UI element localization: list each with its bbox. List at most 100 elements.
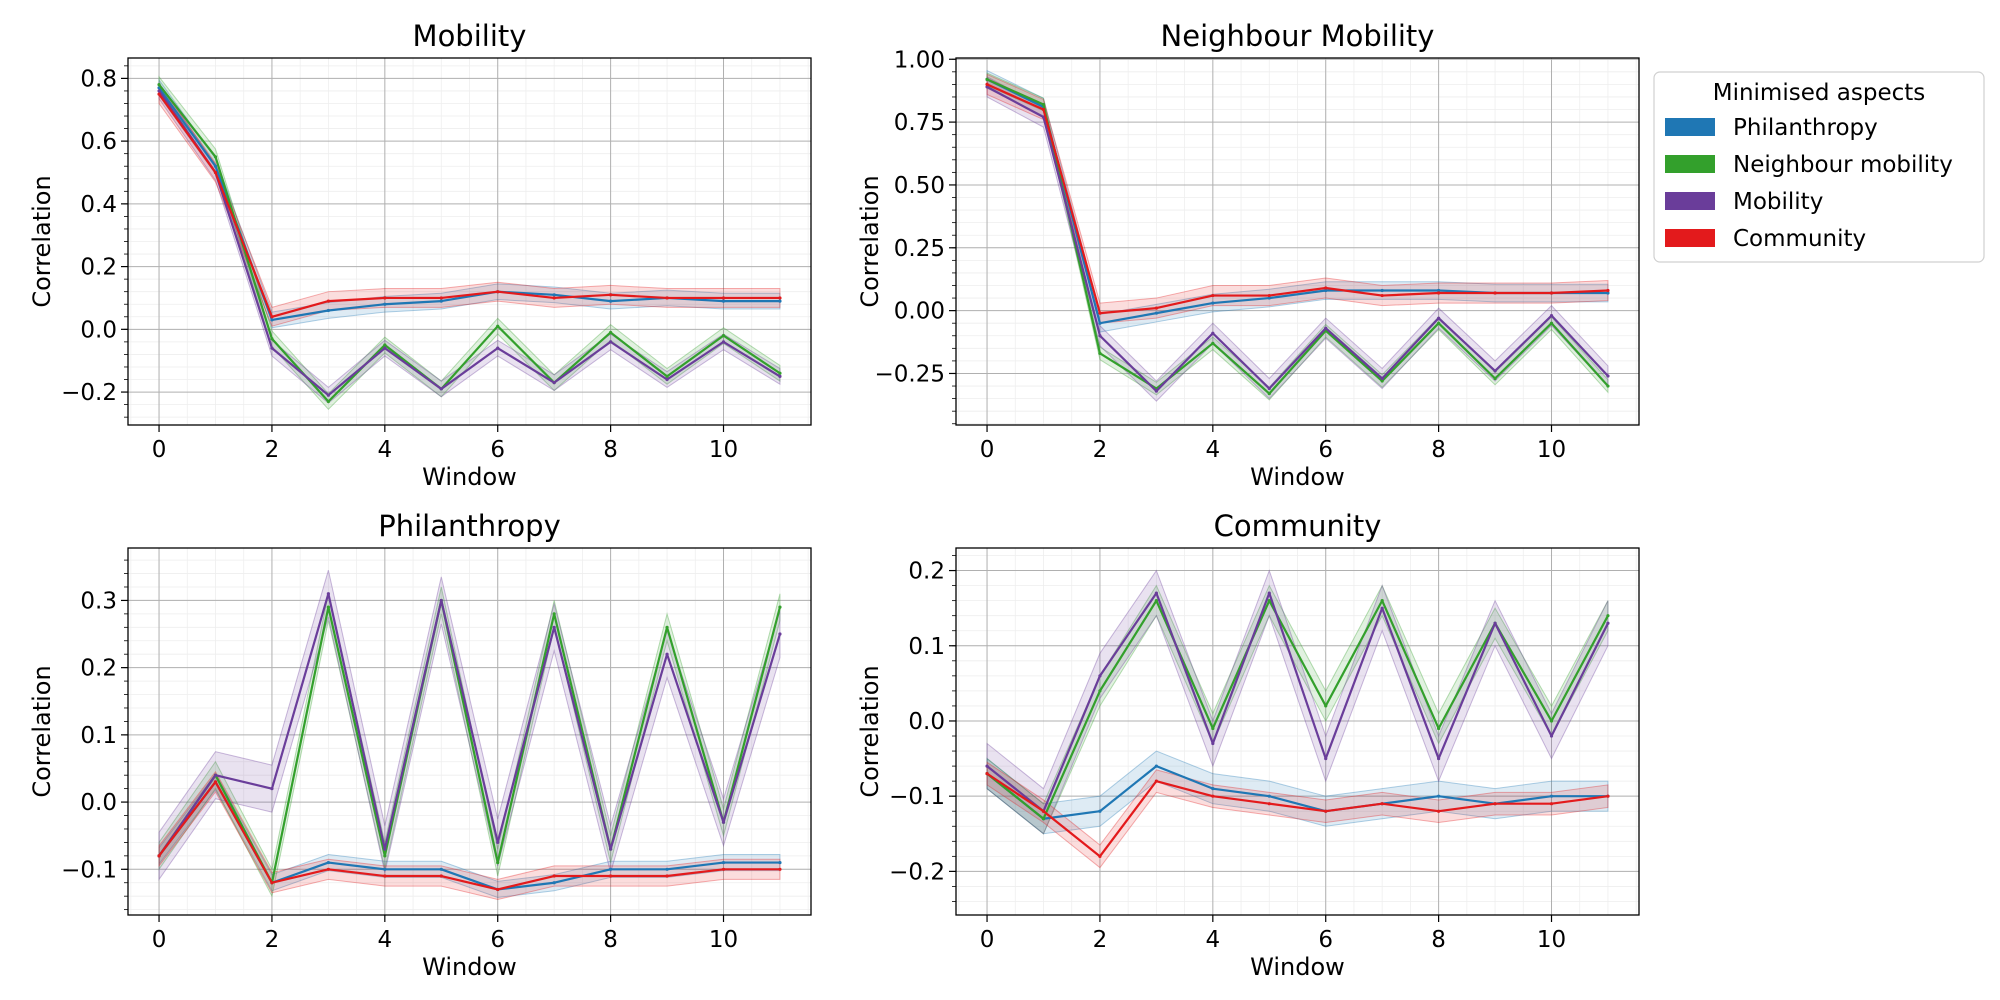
x-tick-label: 2 <box>265 927 280 953</box>
data-point-neighbour-mobility <box>496 324 500 328</box>
data-point-philanthropy <box>270 318 274 322</box>
data-point-philanthropy <box>213 164 218 168</box>
x-tick-label: 6 <box>490 437 505 463</box>
data-point-mobility <box>1549 314 1554 318</box>
series-line-community <box>158 780 780 891</box>
x-tick-label: 4 <box>378 437 393 463</box>
y-axis-label: Correlation <box>28 665 56 797</box>
data-point-mobility <box>1267 386 1271 391</box>
data-point-community <box>778 296 782 300</box>
data-point-mobility <box>778 632 782 636</box>
y-tick-label: 0.6 <box>80 129 117 155</box>
y-tick-label: 0.1 <box>908 634 945 660</box>
x-tick-label: 8 <box>1431 927 1446 953</box>
series-line-mobility <box>986 85 1609 393</box>
data-point-mobility <box>270 346 274 350</box>
data-point-mobility <box>778 374 782 378</box>
band-neighbour-mobility <box>986 584 1609 835</box>
y-tick-label: 0.2 <box>80 656 117 682</box>
subplot-neighbour-mobility: 0 2 4 6 8 10 −0.25 0.00 0.25 0.50 0.75 1.00 Neighbou… <box>856 19 1640 491</box>
x-tick-label: 2 <box>1093 927 1108 953</box>
legend-swatch-mobility <box>1665 192 1715 210</box>
data-point-community <box>326 299 330 303</box>
data-point-philanthropy <box>439 299 443 303</box>
subplot-community: 0 2 4 6 8 10 −0.2 −0.1 0.0 0.1 0.2 Community Window C… <box>856 509 1640 981</box>
data-point-neighbour-mobility <box>665 625 669 629</box>
data-point-community <box>1267 293 1271 298</box>
data-point-mobility <box>1380 606 1384 610</box>
data-point-philanthropy <box>1154 764 1158 768</box>
data-point-mobility <box>1437 756 1441 761</box>
data-point-neighbour-mobility <box>1380 379 1384 383</box>
x-tick-label: 6 <box>490 927 505 953</box>
data-point-community <box>326 867 330 871</box>
series-line-neighbour-mobility <box>986 599 1609 820</box>
data-point-neighbour-mobility <box>1041 102 1046 107</box>
data-point-philanthropy <box>1437 794 1441 798</box>
x-tick-label: 4 <box>1206 437 1221 463</box>
data-point-neighbour-mobility <box>1606 614 1610 618</box>
data-point-community <box>1211 794 1215 798</box>
data-point-community <box>665 874 669 878</box>
data-point-community <box>157 92 161 96</box>
data-point-community <box>496 887 500 892</box>
data-point-mobility <box>1267 591 1271 595</box>
band-mobility <box>986 569 1609 835</box>
series-line-mobility <box>986 592 1609 813</box>
data-point-mobility <box>1211 741 1215 746</box>
x-tick-label: 8 <box>603 927 618 953</box>
chart-title: Community <box>1214 509 1382 543</box>
chart-title: Philanthropy <box>378 509 560 543</box>
data-point-community <box>383 874 387 878</box>
data-point-neighbour-mobility <box>778 605 782 609</box>
y-axis-label: Correlation <box>856 175 884 307</box>
data-point-mobility <box>1549 734 1554 738</box>
data-point-mobility <box>985 85 989 89</box>
subplot-mobility: 0 2 4 6 8 10 −0.2 0.0 0.2 0.4 0.6 0.8 Mobility Window… <box>28 19 812 491</box>
data-point-mobility <box>270 787 274 791</box>
y-tick-label: 0.25 <box>894 236 945 262</box>
legend-label-philanthropy: Philanthropy <box>1733 115 1878 141</box>
x-tick-label: 0 <box>980 437 995 463</box>
data-point-community <box>1098 854 1102 858</box>
data-point-philanthropy <box>778 299 782 303</box>
y-tick-label: 0.1 <box>80 723 117 749</box>
data-point-community <box>1606 288 1610 293</box>
data-point-philanthropy <box>326 308 330 313</box>
data-point-community <box>665 296 669 300</box>
series-line-neighbour-mobility <box>158 83 781 403</box>
data-point-community <box>270 315 274 319</box>
y-tick-label: 0.3 <box>80 588 117 614</box>
data-point-neighbour-mobility <box>383 854 387 858</box>
series-line-community <box>986 83 1609 315</box>
data-point-neighbour-mobility <box>496 860 500 865</box>
data-point-community <box>383 296 387 300</box>
data-point-mobility <box>326 592 330 596</box>
data-point-mobility <box>1324 756 1328 761</box>
axes-frame <box>127 547 812 916</box>
x-axis-label: Window <box>1250 953 1345 981</box>
data-point-mobility <box>1154 389 1158 393</box>
x-tick-label: 4 <box>1206 927 1221 953</box>
data-point-community <box>270 881 274 885</box>
data-point-community <box>496 290 500 294</box>
x-axis-label: Window <box>422 463 517 491</box>
x-tick-label: 10 <box>709 437 738 463</box>
data-point-mobility <box>439 387 443 391</box>
data-point-mobility <box>157 89 161 93</box>
x-tick-label: 0 <box>152 437 167 463</box>
data-point-philanthropy <box>721 860 726 865</box>
y-tick-label: −0.1 <box>61 857 117 883</box>
data-point-philanthropy <box>1267 296 1271 300</box>
data-point-community <box>1606 794 1610 798</box>
data-point-mobility <box>383 346 387 350</box>
data-point-philanthropy <box>1606 291 1610 295</box>
data-point-philanthropy <box>326 860 330 865</box>
band-neighbour-mobility <box>158 75 781 411</box>
data-point-neighbour-mobility <box>609 330 613 335</box>
band-neighbour-mobility <box>158 586 781 898</box>
data-point-community <box>157 854 161 858</box>
data-point-philanthropy <box>1211 787 1215 791</box>
data-point-neighbour-mobility <box>665 374 669 378</box>
